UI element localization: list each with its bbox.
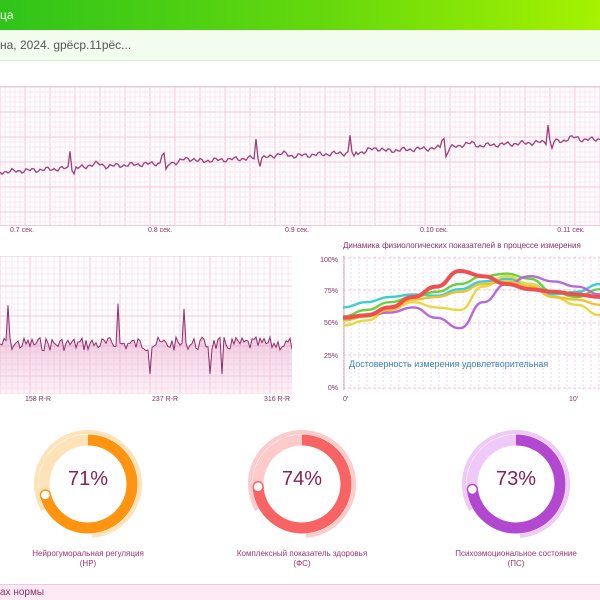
- dynamics-y-tick: 25%: [323, 353, 338, 360]
- gauge-value: 71%: [67, 468, 109, 490]
- dynamics-y-tick: 0%: [327, 385, 338, 392]
- gauge-label: Психоэмоциональное состояние (ПС): [416, 549, 600, 569]
- dynamics-series-line: [343, 280, 600, 322]
- dynamics-chart: [343, 256, 600, 390]
- session-info-bar: на, 2024. gрёср.11рёс...: [0, 30, 600, 61]
- rr-tick-label: 158 R-R: [24, 396, 52, 403]
- gauge-label-line: (НР): [79, 559, 97, 568]
- gauge-outer-track: [33, 430, 142, 538]
- ecg-chart-svg: [0, 87, 600, 225]
- gauge-ring: [462, 430, 570, 538]
- norms-section-header[interactable]: ах нормы: [0, 584, 600, 600]
- ecg-trace: [0, 125, 600, 176]
- gauge-knob: [466, 483, 479, 496]
- session-info-text: на, 2024. gрёср.11рёс...: [0, 38, 132, 52]
- gauge-label-line: Нейрогуморальная регуляция: [32, 549, 144, 558]
- ecg-tick-label: 0.7 сек.: [9, 227, 35, 234]
- dynamics-chart-svg: [343, 256, 600, 390]
- dynamics-series-line: [343, 274, 600, 330]
- dynamics-y-tick: 75%: [323, 288, 338, 295]
- rr-trace: [0, 303, 292, 375]
- gauge-psychoemotional: 73% Психоэмоциональное состояние (ПС): [446, 428, 586, 578]
- dynamics-chart-title: Динамика физиологических показателей в п…: [343, 241, 581, 250]
- gauge-value: 73%: [495, 468, 537, 490]
- ecg-chart: [0, 86, 600, 226]
- ecg-tick-label: 0.10 сек.: [420, 227, 448, 234]
- rr-tick-label: 316 R-R: [263, 396, 291, 403]
- rr-area: [0, 303, 292, 394]
- dynamics-x-tick: 0': [343, 396, 349, 403]
- gauge-progress-arc: [252, 434, 352, 534]
- gauge-label-line: Психоэмоциональное состояние: [455, 549, 577, 558]
- rr-axis: 158 R-R 237 R-R 316 R-R: [0, 396, 300, 408]
- gauge-label-line: Комплексный показатель здоровья: [236, 549, 368, 558]
- gauge-health-index: 74% Комплексный показатель здоровья (ФС): [232, 428, 372, 578]
- gauge-outer-track: [248, 430, 356, 538]
- ecg-tick-label: 0.11 сек.: [557, 227, 585, 234]
- gauge-knob: [252, 481, 264, 493]
- rr-chart-svg: [0, 256, 292, 394]
- ecg-tick-label: 0.9 сек.: [284, 227, 310, 234]
- ecg-tick-label: 0.8 сек.: [147, 227, 173, 234]
- gauge-label-line: (ФС): [293, 559, 311, 568]
- measurement-reliability-text: Достоверность измерения удовлетворительн…: [349, 359, 549, 369]
- gauge-progress-arc: [38, 434, 138, 534]
- gauge-outer-track: [462, 430, 570, 538]
- gauge-value: 74%: [281, 468, 323, 490]
- dynamics-y-tick: 100%: [320, 257, 338, 264]
- dynamics-series-line: [343, 277, 600, 309]
- norms-section-title: ах нормы: [0, 587, 45, 598]
- gauge-label: Нейрогуморальная регуляция (НР): [0, 549, 188, 569]
- gauge-ring: [248, 430, 356, 538]
- gauge-neurohumoral: 71% Нейрогуморальная регуляция (НР): [18, 428, 158, 578]
- gauge-knob: [39, 489, 52, 501]
- rr-tick-label: 237 R-R: [151, 396, 179, 403]
- rr-intervalogram: [0, 256, 292, 394]
- gauge-ring: [33, 430, 142, 538]
- gauge-label: Комплексный показатель здоровья (ФС): [202, 549, 402, 569]
- gauge-label-line: (ПС): [507, 559, 525, 568]
- dynamics-x-tick: 10': [569, 396, 579, 403]
- gauge-progress-arc: [466, 434, 566, 534]
- dynamics-series-line: [343, 268, 600, 320]
- title-bar: ца: [0, 0, 600, 30]
- dynamics-y-tick: 50%: [323, 320, 338, 327]
- app-title: ца: [0, 8, 14, 22]
- ecg-time-axis: 0.7 сек. 0.8 сек. 0.9 сек. 0.10 сек. 0.1…: [0, 227, 600, 239]
